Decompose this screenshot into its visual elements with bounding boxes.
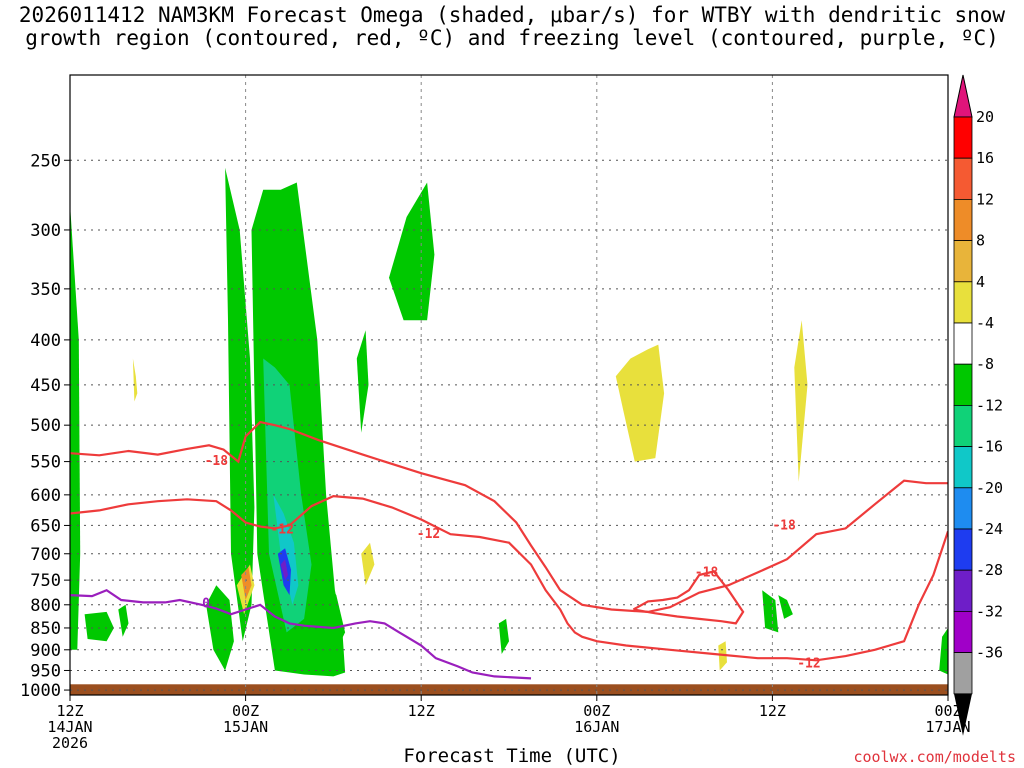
y-tick-label: 900 <box>30 641 61 661</box>
colorbar-swatch <box>953 157 973 200</box>
colorbar-label: -36 <box>976 644 1003 662</box>
omega-area <box>762 590 779 633</box>
omega-area <box>498 618 509 654</box>
colorbar-bottom-arrow <box>954 693 972 736</box>
chart-title-line2: growth region (contoured, red, ºC) and f… <box>25 26 999 50</box>
omega-area <box>273 494 299 605</box>
colorbar-swatch <box>953 611 973 654</box>
x-tick-label: 12Z <box>759 702 786 720</box>
y-tick-label: 450 <box>30 376 61 396</box>
colorbar-label: -8 <box>976 355 994 373</box>
omega-area <box>84 611 114 642</box>
colorbar-swatch <box>953 569 973 612</box>
contour-line <box>70 420 948 614</box>
omega-area <box>308 575 346 671</box>
colorbar-label: 16 <box>976 149 994 167</box>
colorbar-label: -12 <box>976 396 1003 414</box>
colorbar-label: 20 <box>976 108 994 126</box>
omega-positive-area <box>132 358 138 402</box>
contour-label: -12 <box>417 527 440 542</box>
colorbar-label: -24 <box>976 520 1003 538</box>
y-tick-label: 400 <box>30 331 61 351</box>
credit-link[interactable]: coolwx.com/modelts <box>853 748 1016 766</box>
x-tick-label: 2026 <box>52 734 88 752</box>
colorbar-swatch <box>953 446 973 489</box>
x-tick-label: 12Z <box>408 702 435 720</box>
colorbar-label: -32 <box>976 602 1003 620</box>
colorbar-label: -4 <box>976 314 994 332</box>
omega-area <box>356 330 369 433</box>
omega-area <box>778 595 793 619</box>
colorbar-label: -20 <box>976 479 1003 497</box>
colorbar-label: -28 <box>976 561 1003 579</box>
y-tick-label: 700 <box>30 545 61 565</box>
y-tick-label: 350 <box>30 280 61 300</box>
contour-line <box>70 588 532 680</box>
omega-area <box>389 182 435 321</box>
omega-area <box>263 358 312 633</box>
contour-label: -18 <box>695 565 719 580</box>
y-tick-label: 550 <box>30 453 61 473</box>
y-tick-label: 300 <box>30 221 61 241</box>
omega-area <box>939 628 948 675</box>
colorbar-label: 4 <box>976 273 985 291</box>
omega-area <box>280 559 288 581</box>
contour-lines: -18 -12 -12 -18 -18 -12 0 <box>70 420 948 680</box>
colorbar-swatch <box>953 322 973 365</box>
colorbar-swatch <box>953 487 973 530</box>
x-tick-label: 15JAN <box>223 718 268 736</box>
colorbar-swatch <box>953 363 973 406</box>
colorbar-top-arrow <box>953 74 973 118</box>
x-tick-label: 00Z <box>232 702 259 720</box>
omega-area <box>206 585 234 671</box>
colorbar-swatch <box>953 198 973 241</box>
contour-label: -12 <box>270 522 293 537</box>
omega-area <box>70 203 81 650</box>
x-tick-label: 00Z <box>583 702 610 720</box>
y-tick-label: 850 <box>30 619 61 639</box>
contour-label: 0 <box>202 596 210 611</box>
contour-label: -18 <box>205 454 229 469</box>
colorbar-label: 8 <box>976 232 985 250</box>
y-tick-label: 950 <box>30 661 61 681</box>
contour-line <box>70 494 948 662</box>
contour-label: -12 <box>797 656 820 671</box>
y-tick-label: 800 <box>30 596 61 616</box>
y-tick-label: 500 <box>30 416 61 436</box>
omega-positive-area <box>794 320 808 482</box>
omega-area <box>118 604 129 637</box>
omega-positive-area <box>615 344 665 462</box>
y-tick-label: 1000 <box>20 681 61 701</box>
y-tick-label: 250 <box>30 151 61 171</box>
colorbar: 20 16 12 8 4 -4 -8 -12 -16 -20 -24 -28 -32 -36 <box>953 74 1003 736</box>
y-tick-label: 600 <box>30 486 61 506</box>
colorbar-swatch <box>953 404 973 447</box>
colorbar-label: 12 <box>976 190 994 208</box>
colorbar-swatch <box>953 116 973 159</box>
omega-positive-area <box>241 567 252 600</box>
omega-shading <box>70 167 948 677</box>
x-axis-title: Forecast Time (UTC) <box>403 745 621 767</box>
chart-title-line1: 2026011412 NAM3KM Forecast Omega (shaded… <box>18 3 1006 27</box>
colorbar-swatch <box>953 652 973 695</box>
colorbar-swatch <box>953 528 973 571</box>
colorbar-swatch <box>953 281 973 324</box>
y-axis: 2503003504004505005506006507007508008509… <box>20 151 70 701</box>
x-tick-label: 14JAN <box>47 718 92 736</box>
terrain-fill <box>70 684 948 695</box>
colorbar-label: -16 <box>976 438 1003 456</box>
contour-line <box>632 570 745 625</box>
x-tick-label: 17JAN <box>925 718 970 736</box>
x-tick-label: 16JAN <box>574 718 619 736</box>
chart-title: 2026011412 NAM3KM Forecast Omega (shaded… <box>0 4 1024 50</box>
y-tick-label: 650 <box>30 516 61 536</box>
y-tick-label: 750 <box>30 571 61 591</box>
x-tick-label: 12Z <box>56 702 83 720</box>
terrain-surface <box>70 684 948 695</box>
contour-label: -18 <box>772 518 796 533</box>
colorbar-swatch <box>953 240 973 283</box>
x-tick-label: 00Z <box>934 702 961 720</box>
